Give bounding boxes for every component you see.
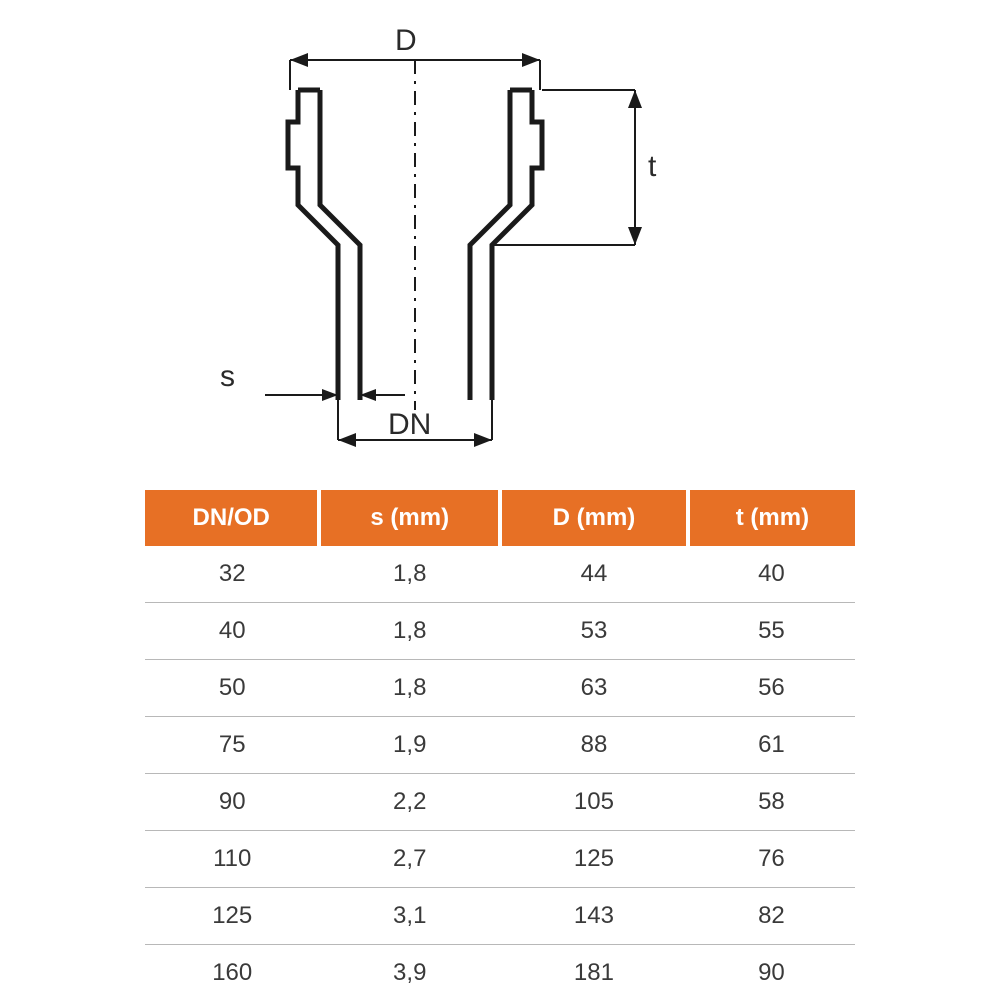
table-cell: 75 [145, 717, 319, 774]
table-cell: 61 [688, 717, 855, 774]
table-row: 1603,918190 [145, 945, 855, 1001]
table-cell: 32 [145, 546, 319, 603]
table-cell: 56 [688, 660, 855, 717]
col-header: DN/OD [145, 490, 319, 546]
table-row: 401,85355 [145, 603, 855, 660]
table-cell: 105 [500, 774, 688, 831]
table-cell: 160 [145, 945, 319, 1001]
table-cell: 63 [500, 660, 688, 717]
spec-table: DN/OD s (mm) D (mm) t (mm) 321,84440401,… [145, 490, 855, 1001]
col-header: s (mm) [319, 490, 500, 546]
table-cell: 143 [500, 888, 688, 945]
table-row: 1253,114382 [145, 888, 855, 945]
table-cell: 40 [688, 546, 855, 603]
table-cell: 82 [688, 888, 855, 945]
table-cell: 76 [688, 831, 855, 888]
table-cell: 125 [145, 888, 319, 945]
dimension-table: DN/OD s (mm) D (mm) t (mm) 321,84440401,… [145, 490, 855, 1001]
table-cell: 53 [500, 603, 688, 660]
table-cell: 58 [688, 774, 855, 831]
label-DN: DN [388, 408, 431, 442]
table-cell: 40 [145, 603, 319, 660]
label-t: t [648, 150, 656, 184]
table-cell: 55 [688, 603, 855, 660]
table-cell: 44 [500, 546, 688, 603]
table-cell: 2,2 [319, 774, 500, 831]
col-header: t (mm) [688, 490, 855, 546]
table-header-row: DN/OD s (mm) D (mm) t (mm) [145, 490, 855, 546]
table-cell: 88 [500, 717, 688, 774]
table-cell: 2,7 [319, 831, 500, 888]
table-cell: 125 [500, 831, 688, 888]
table-row: 751,98861 [145, 717, 855, 774]
table-cell: 110 [145, 831, 319, 888]
table-cell: 50 [145, 660, 319, 717]
table-row: 321,84440 [145, 546, 855, 603]
label-D: D [395, 24, 417, 58]
table-cell: 1,8 [319, 603, 500, 660]
table-cell: 90 [145, 774, 319, 831]
table-row: 501,86356 [145, 660, 855, 717]
table-row: 902,210558 [145, 774, 855, 831]
pipe-diagram: D t s DN [210, 30, 730, 450]
table-cell: 1,9 [319, 717, 500, 774]
col-header: D (mm) [500, 490, 688, 546]
table-cell: 181 [500, 945, 688, 1001]
table-cell: 3,1 [319, 888, 500, 945]
table-cell: 1,8 [319, 546, 500, 603]
label-s: s [220, 360, 235, 394]
table-cell: 90 [688, 945, 855, 1001]
table-cell: 3,9 [319, 945, 500, 1001]
table-row: 1102,712576 [145, 831, 855, 888]
table-body: 321,84440401,85355501,86356751,98861902,… [145, 546, 855, 1001]
pipe-svg [210, 30, 730, 450]
table-cell: 1,8 [319, 660, 500, 717]
